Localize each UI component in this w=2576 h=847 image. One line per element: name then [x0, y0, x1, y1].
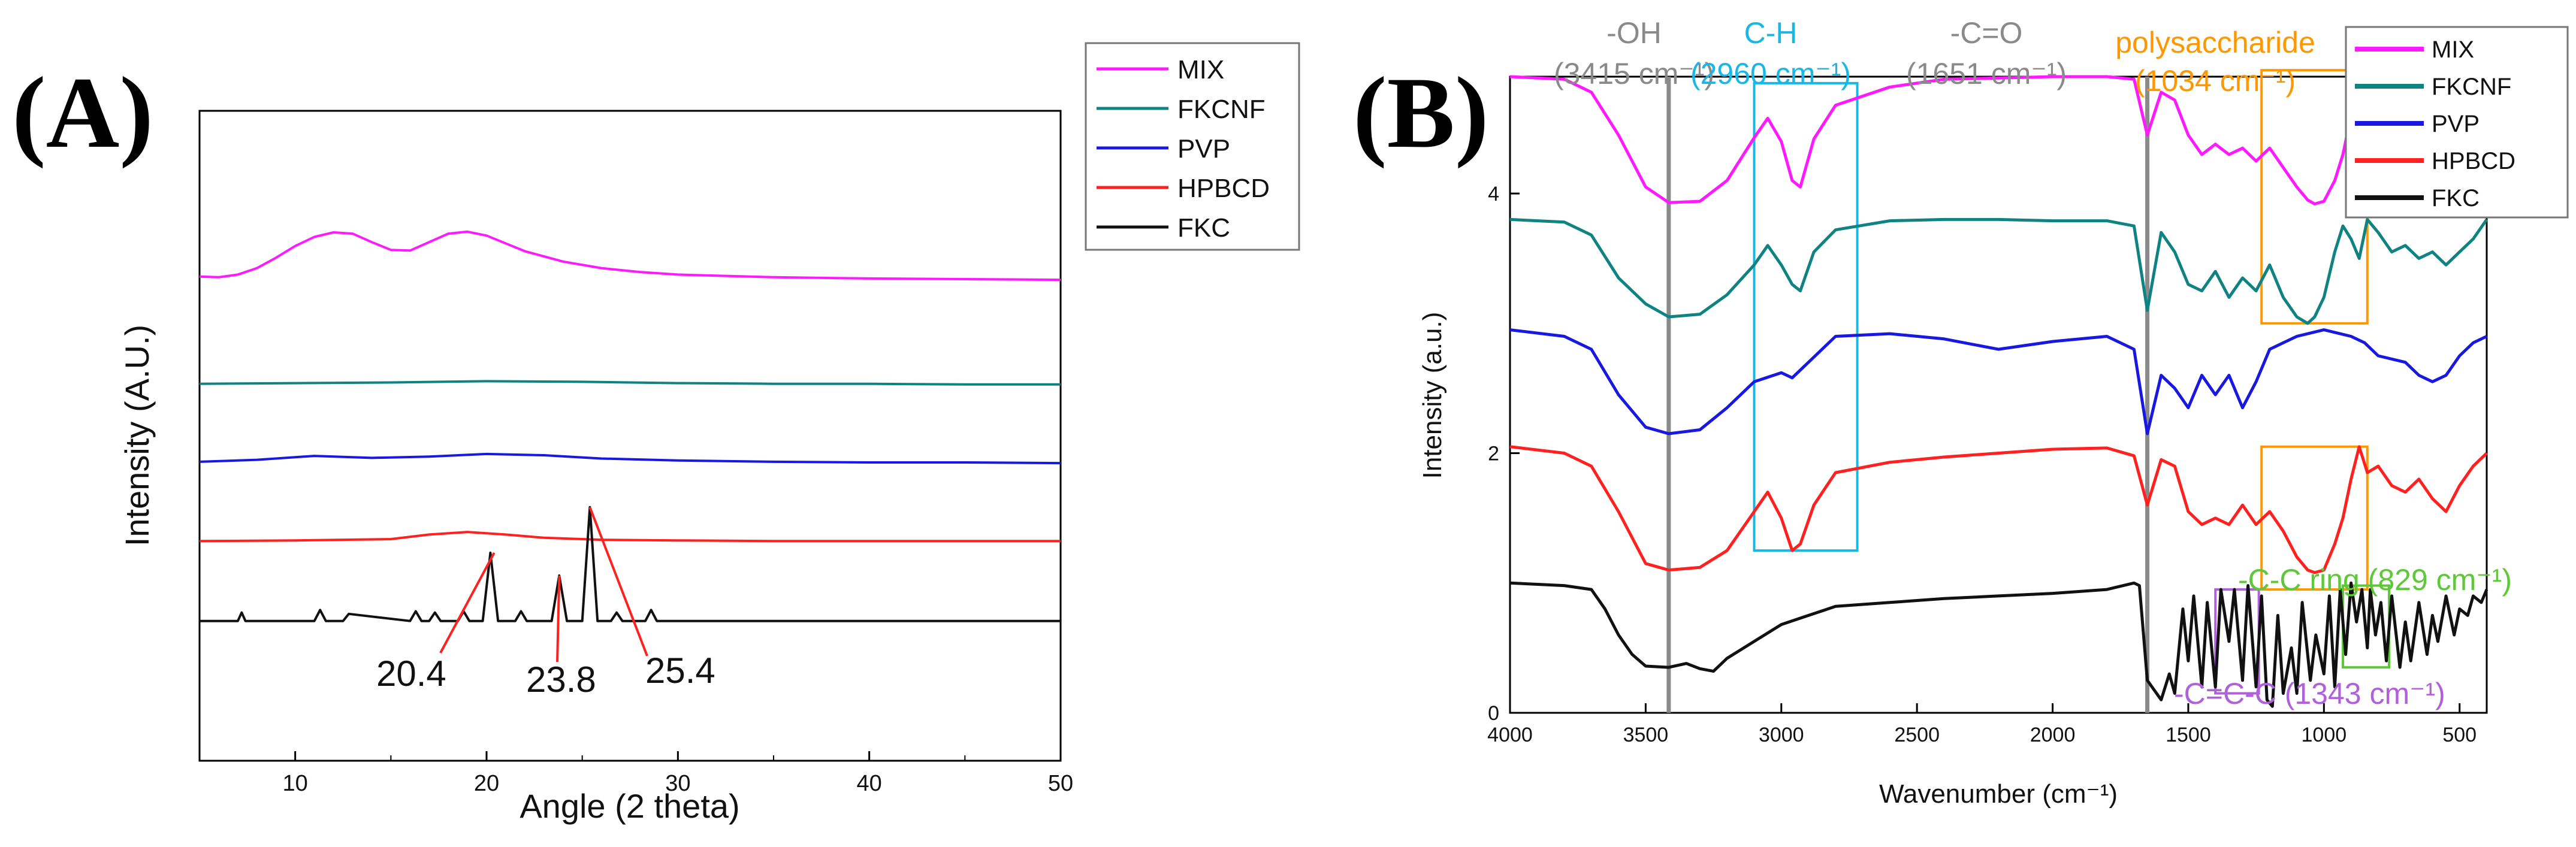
- panel-a-y-axis-label: Intensity (A.U.): [118, 325, 156, 546]
- annotation-ch-wavenumber: (2960 cm⁻¹): [1690, 57, 1851, 90]
- panel-b-label: (B): [1353, 56, 1489, 169]
- panel-b-legend: MIX FKCNF PVP HPBCD FKC: [2345, 26, 2569, 219]
- peak-pointer-25-4: [588, 507, 648, 657]
- x-tick-label: 3000: [1759, 724, 1804, 746]
- series-line-mix: [1509, 75, 2489, 205]
- panel-a-x-ticks: 10 20 30 40 50: [199, 751, 1073, 796]
- legend-label-pvp: PVP: [2432, 111, 2480, 137]
- panel-a-legend: MIX FKCNF PVP HPBCD FKC: [1085, 42, 1300, 251]
- legend-label-hpbcd: HPBCD: [1177, 174, 1270, 203]
- y-tick-label: 2: [1488, 443, 1499, 465]
- panel-a-annotations: 20.4 23.8 25.4: [376, 507, 715, 700]
- peak-label-25-4: 25.4: [645, 651, 715, 691]
- peak-pointer-23-8: [556, 575, 561, 663]
- peak-label-20-4: 20.4: [376, 654, 446, 694]
- panel-b-highlight-boxes: [1753, 69, 2391, 695]
- y-tick-label: 0: [1488, 702, 1499, 725]
- x-tick-label: 3500: [1623, 724, 1669, 746]
- annotation-oh-wavenumber: (3415 cm⁻¹): [1554, 57, 1714, 90]
- panel-b-plot-frame: [1509, 75, 2488, 714]
- panel-a-series-group: [199, 230, 1061, 622]
- series-line-pvp: [199, 452, 1061, 465]
- x-tick-label: 20: [474, 771, 499, 796]
- y-tick-label: 4: [1488, 183, 1499, 205]
- annotation-polysaccharide-name: polysaccharide: [2115, 26, 2315, 59]
- panel-a-plot-frame: [198, 110, 1062, 762]
- peak-label-23-8: 23.8: [526, 660, 596, 700]
- x-tick-label: 10: [283, 771, 308, 796]
- annotation-ccc: -C=C-C (1343 cm⁻¹): [2174, 677, 2445, 710]
- legend-label-fkcnf: FKCNF: [2432, 74, 2511, 100]
- legend-label-mix: MIX: [1177, 55, 1224, 84]
- annotation-cc-ring: -C-C ring (829 cm⁻¹): [2238, 563, 2512, 597]
- legend-label-fkc: FKC: [2432, 185, 2480, 211]
- highlight-box-c-h: [1753, 81, 1859, 552]
- annotation-oh-name: -OH: [1606, 16, 1662, 50]
- x-tick-label: 2500: [1894, 724, 1940, 746]
- panel-b-y-axis-label: Intensity (a.u.): [1418, 312, 1447, 479]
- legend-label-hpbcd: HPBCD: [2432, 148, 2515, 174]
- panel-a-label: (A): [12, 56, 153, 169]
- panel-a: (A) 20.4 23.8 25.4 10 20 30 40 50 Angle (2 the…: [12, 42, 1300, 825]
- x-tick-label: 40: [857, 771, 882, 796]
- panel-b: (B) 4000 3500 3000 2500 2000 1500 1000 500 0 2 4 -…: [1353, 16, 2569, 809]
- legend-label-fkcnf: FKCNF: [1177, 95, 1266, 124]
- x-tick-label: 1500: [2166, 724, 2211, 746]
- series-line-mix: [199, 230, 1061, 282]
- series-line-fkc: [1509, 581, 2489, 708]
- series-line-fkcnf: [1509, 217, 2489, 325]
- series-line-pvp: [1509, 328, 2488, 435]
- legend-label-mix: MIX: [2432, 37, 2474, 63]
- annotation-polysaccharide-wavenumber: (1034 cm⁻¹): [2135, 64, 2296, 98]
- x-tick-label: 500: [2442, 724, 2477, 746]
- panel-b-x-axis-label: Wavenumber (cm⁻¹): [1879, 779, 2118, 809]
- x-tick-label: 1000: [2302, 724, 2347, 746]
- x-tick-label: 50: [1048, 771, 1073, 796]
- annotation-co-name: -C=O: [1950, 16, 2023, 50]
- legend-label-pvp: PVP: [1177, 134, 1230, 164]
- panel-b-series-group: [1509, 75, 2489, 708]
- panel-b-reference-lines: [1666, 77, 2150, 713]
- series-line-fkcnf: [199, 380, 1061, 386]
- panel-a-x-axis-label: Angle (2 theta): [520, 787, 739, 825]
- series-line-fkc: [200, 506, 1061, 622]
- x-tick-label: 30: [665, 771, 690, 796]
- x-tick-label: 4000: [1487, 724, 1533, 746]
- peak-pointer-20-4: [439, 552, 496, 654]
- annotation-ch-name: C-H: [1744, 16, 1798, 50]
- legend-label-fkc: FKC: [1177, 213, 1230, 243]
- series-line-hpbcd: [1509, 445, 2488, 574]
- x-tick-label: 2000: [2030, 724, 2076, 746]
- annotation-co-wavenumber: (1651 cm⁻¹): [1906, 57, 2067, 90]
- panel-b-ticks: 4000 3500 3000 2500 2000 1500 1000 500 0 2 4: [1487, 183, 2477, 746]
- series-line-hpbcd: [199, 531, 1061, 543]
